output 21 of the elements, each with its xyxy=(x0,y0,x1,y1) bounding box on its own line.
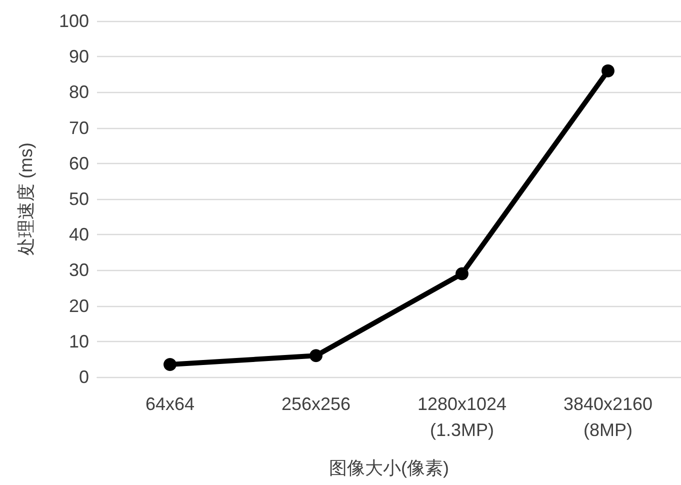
y-tick-label: 10 xyxy=(68,331,89,352)
y-tick-label: 50 xyxy=(68,189,89,209)
y-tick-label: 20 xyxy=(68,296,89,316)
x-tick-label: 64x64 xyxy=(145,394,195,414)
point xyxy=(456,267,468,280)
y-tick-label: 80 xyxy=(68,82,89,102)
point xyxy=(164,358,176,372)
y-tick-label: 40 xyxy=(68,224,89,245)
y-tick-label: 100 xyxy=(58,11,89,31)
y-axis-title: 处理速度 (ms) xyxy=(16,142,36,256)
x-axis-title: 图像大小(像素) xyxy=(329,458,449,478)
y-tick-label: 0 xyxy=(78,367,89,387)
point xyxy=(602,64,614,78)
y-tick-label: 70 xyxy=(68,118,89,138)
y-tick-label: 90 xyxy=(68,46,89,67)
x-tick-label: 256x256 xyxy=(281,394,351,414)
y-tick-label: 60 xyxy=(68,153,89,174)
y-tick-label: 30 xyxy=(68,260,89,280)
x-tick-label: 3840x2160 (8MP) xyxy=(563,394,653,440)
x-tick-label: 1280x1024 (1.3MP) xyxy=(417,394,507,440)
point xyxy=(310,349,322,362)
